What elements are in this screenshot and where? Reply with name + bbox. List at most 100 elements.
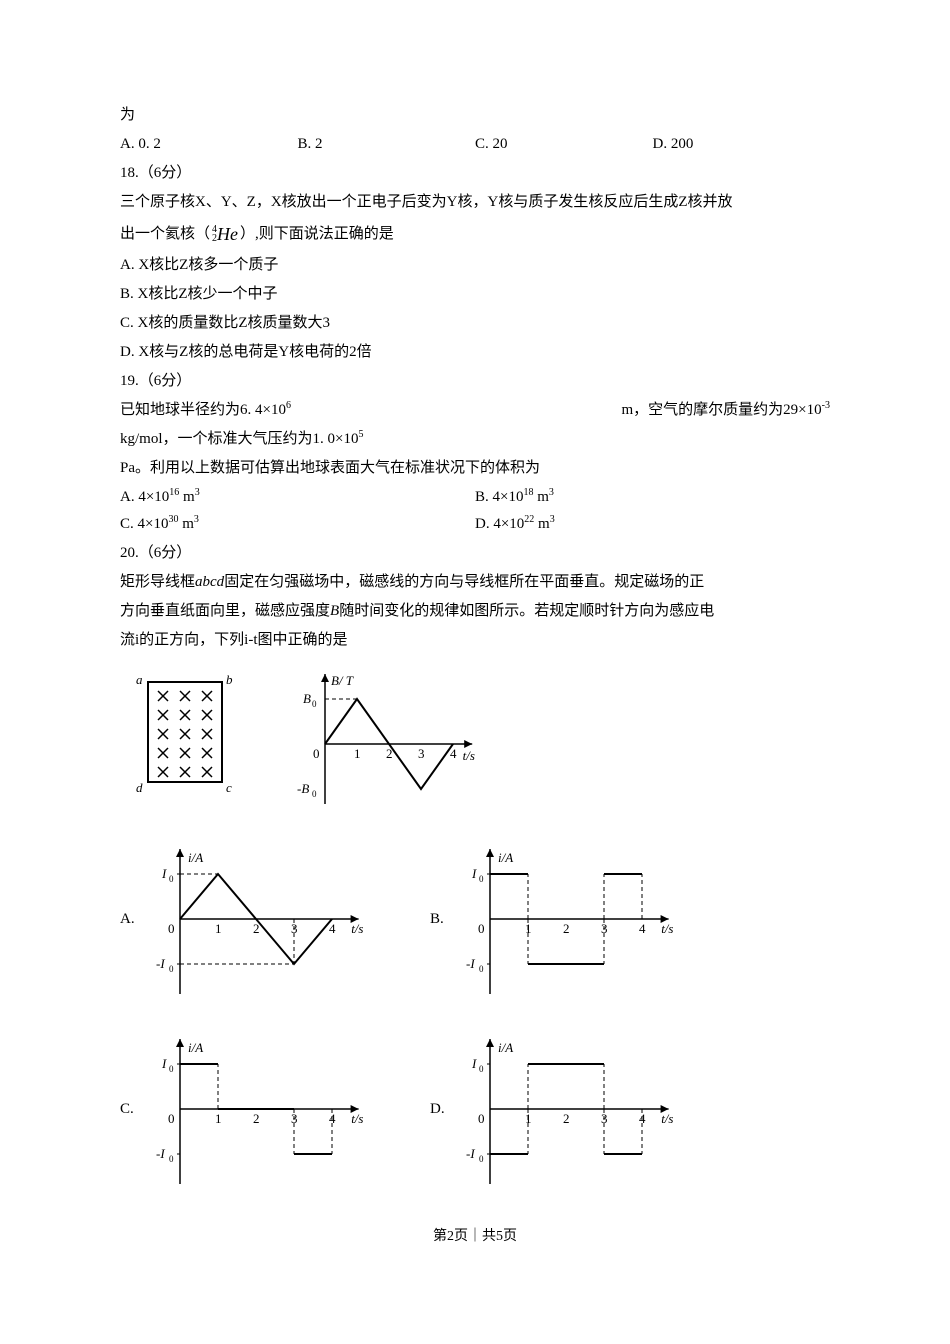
q19-l1b-sup: -3 [822,400,830,411]
q18-l2b: ）,则下面说法正确的是 [240,221,394,248]
svg-text:0: 0 [312,699,317,709]
svg-text:-B: -B [297,781,309,796]
svg-text:I: I [161,866,167,881]
q18-opt-d: D. X核与Z核的总电荷是Y核电荷的2倍 [120,339,830,366]
svg-text:t/s: t/s [661,1111,673,1126]
q18-opt-b: B. X核比Z核少一个中子 [120,281,830,308]
svg-text:I: I [471,1056,477,1071]
svg-text:i/A: i/A [498,1040,513,1055]
svg-text:0: 0 [479,964,484,974]
svg-text:d: d [136,780,143,794]
svg-text:i/A: i/A [188,850,203,865]
q19-opt-b: B. 4×1018 m3 [475,484,830,511]
svg-text:0: 0 [169,1064,174,1074]
svg-text:I: I [471,866,477,881]
svg-text:0: 0 [168,921,175,936]
q18-l2a: 出一个氦核（ [120,221,210,248]
q20-l2-italic: B [330,603,339,619]
svg-text:2: 2 [563,1111,570,1126]
q19-line2: kg/mol，一个标准大气压约为1. 0×105 [120,426,830,453]
svg-text:0: 0 [478,1111,485,1126]
choice-a-label: A. [120,906,138,933]
svg-text:t/s: t/s [351,921,363,936]
q19-a-sup: 16 [169,487,179,498]
svg-text:1: 1 [215,1111,222,1126]
q19-b-pre: B. 4×10 [475,489,523,505]
svg-text:c: c [226,780,232,794]
svg-text:0: 0 [168,1111,175,1126]
choice-c-graph: 12340I0-I0i/At/s [140,1024,370,1194]
q17-opt-b: B. 2 [298,131,476,158]
b-t-graph: 12340B0-B0B/ Tt/s [280,664,480,824]
page-footer: 第2页｜共5页 [120,1224,830,1249]
q20-l2a: 方向垂直纸面向里，磁感应强度 [120,603,330,619]
q19-l1a: 已知地球半径约为6. 4×10 [120,402,286,418]
svg-text:-I: -I [466,956,475,971]
svg-text:4: 4 [639,921,646,936]
q20-l1b: 固定在匀强磁场中，磁感线的方向与导线框所在平面垂直。规定磁场的正 [224,574,704,590]
q18-line1: 三个原子核X、Y、Z，X核放出一个正电子后变为Y核，Y核与质子发生核反应后生成Z… [120,189,830,216]
svg-text:0: 0 [169,1154,174,1164]
svg-text:1: 1 [215,921,222,936]
q19-opts-cd: C. 4×1030 m3 D. 4×1022 m3 [120,511,830,538]
q18-opt-c: C. X核的质量数比Z核质量数大3 [120,310,830,337]
svg-text:0: 0 [312,789,317,799]
q17-tail-text: 为 [120,102,830,129]
q19-b-post: m [533,489,548,505]
svg-text:-I: -I [156,956,165,971]
svg-text:4: 4 [450,746,457,761]
q20-line1: 矩形导线框abcd固定在匀强磁场中，磁感线的方向与导线框所在平面垂直。规定磁场的… [120,569,830,596]
helium-symbol: 4 2 He [212,218,238,250]
svg-text:4: 4 [329,921,336,936]
svg-text:a: a [136,672,143,687]
q19-d-pre: D. 4×10 [475,516,524,532]
q19-b-sup: 18 [523,487,533,498]
q19-l1b: m，空气的摩尔质量约为29×10 [622,402,822,418]
q19-d-sup2: 3 [550,514,555,525]
q19-a-post: m [179,489,194,505]
svg-text:b: b [226,672,233,687]
choice-c-label: C. [120,1096,138,1123]
svg-text:I: I [161,1056,167,1071]
q19-opt-c: C. 4×1030 m3 [120,511,475,538]
q19-c-pre: C. 4×10 [120,516,168,532]
svg-text:-I: -I [156,1146,165,1161]
q20-l1-italic: abcd [195,574,224,590]
q20-l2b: 随时间变化的规律如图所示。若规定顺时针方向为感应电 [339,603,714,619]
q19-b-sup2: 3 [549,487,554,498]
q20-number: 20.（6分） [120,540,830,567]
q19-line1: 已知地球半径约为6. 4×106 m，空气的摩尔质量约为29×10-3 [120,397,830,424]
svg-text:2: 2 [563,921,570,936]
svg-text:B/ T: B/ T [331,673,354,688]
q19-l1a-sup: 6 [286,400,291,411]
svg-text:t/s: t/s [463,748,475,763]
svg-text:t/s: t/s [351,1111,363,1126]
q18-line2: 出一个氦核（ 4 2 He ）,则下面说法正确的是 [120,218,830,250]
choice-b-label: B. [430,906,448,933]
choice-a-graph: 12340I0-I0i/At/s [140,834,370,1004]
svg-text:2: 2 [253,1111,260,1126]
svg-text:3: 3 [418,746,425,761]
svg-text:t/s: t/s [661,921,673,936]
svg-text:B: B [303,691,311,706]
loop-diagram: a b c d [130,664,240,794]
q19-number: 19.（6分） [120,368,830,395]
q19-a-pre: A. 4×10 [120,489,169,505]
choice-d-label: D. [430,1096,448,1123]
q18-number: 18.（6分） [120,160,830,187]
q19-line3: Pa。利用以上数据可估算出地球表面大气在标准状况下的体积为 [120,455,830,482]
q20-line2: 方向垂直纸面向里，磁感应强度B随时间变化的规律如图所示。若规定顺时针方向为感应电 [120,598,830,625]
svg-text:i/A: i/A [188,1040,203,1055]
svg-text:0: 0 [478,921,485,936]
q19-l2a-sup: 5 [358,429,363,440]
choice-b-graph: 12340I0-I0i/At/s [450,834,680,1004]
q20-l1a: 矩形导线框 [120,574,195,590]
svg-text:0: 0 [169,964,174,974]
q17-opt-a: A. 0. 2 [120,131,298,158]
q19-opts-ab: A. 4×1016 m3 B. 4×1018 m3 [120,484,830,511]
q19-l2a: kg/mol，一个标准大气压约为1. 0×10 [120,431,358,447]
svg-text:0: 0 [169,874,174,884]
q20-line3: 流i的正方向，下列i-t图中正确的是 [120,627,830,654]
q17-options-row: A. 0. 2 B. 2 C. 20 D. 200 [120,131,830,158]
q19-d-sup: 22 [524,514,534,525]
